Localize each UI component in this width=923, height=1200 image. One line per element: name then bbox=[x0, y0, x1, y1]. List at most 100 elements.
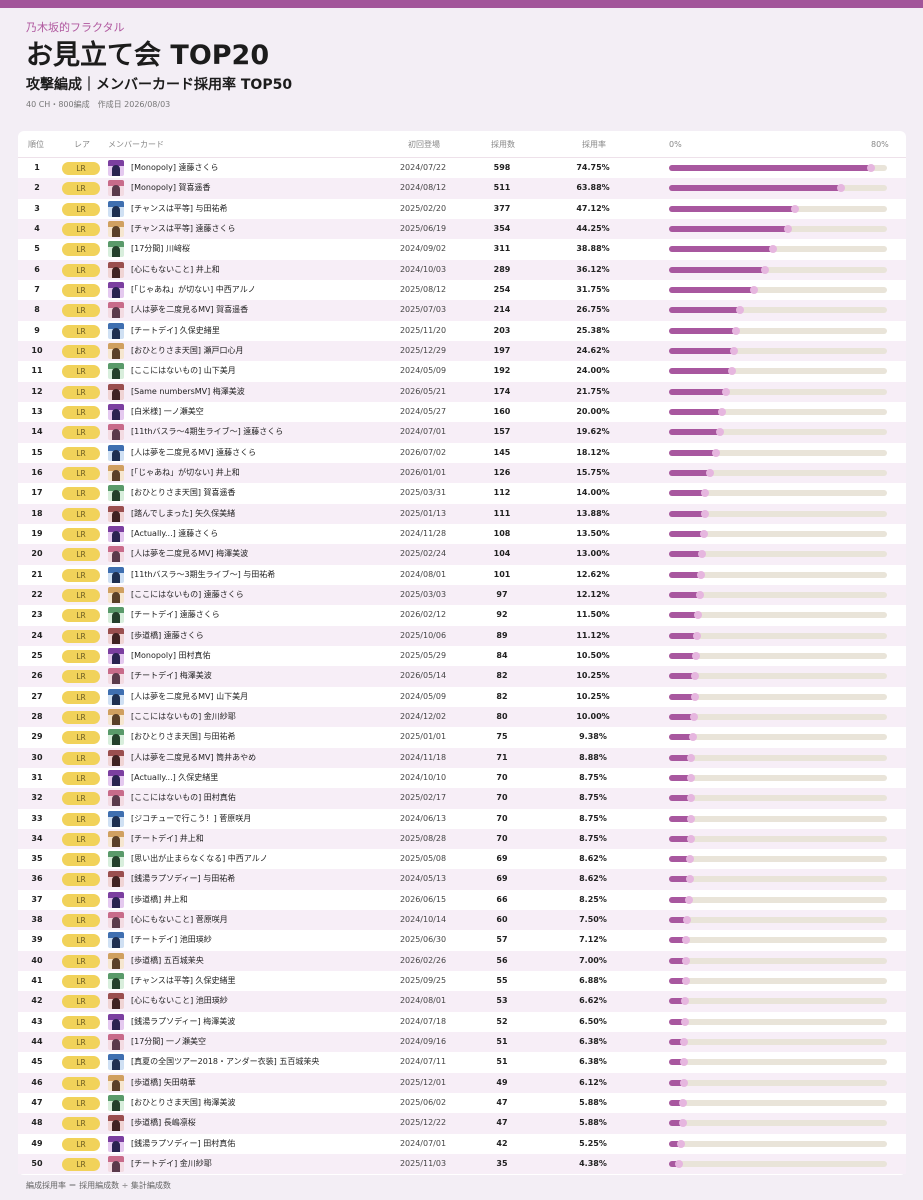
table-row[interactable]: 27 LR [人は夢を二度見るMV] 山下美月 2024/05/09 82 10.25% bbox=[18, 687, 906, 707]
table-row[interactable]: 13 LR [白米様] 一ノ瀬美空 2024/05/27 160 20.00% bbox=[18, 402, 906, 422]
card-name: [ここにはないもの] 田村真佑 bbox=[131, 793, 236, 803]
table-row[interactable]: 21 LR [11thバスラ～3期生ライブ～] 与田祐希 2024/08/01 101 1… bbox=[18, 565, 906, 585]
first-appearance-date: 2025/10/06 bbox=[399, 630, 447, 640]
table-row[interactable]: 1 LR [Monopoly] 遠藤さくら 2024/07/22 598 74.75% bbox=[18, 158, 906, 178]
first-appearance-date: 2025/12/22 bbox=[399, 1118, 447, 1128]
rate-bar-track bbox=[669, 407, 887, 416]
rate-bar-fill bbox=[669, 286, 756, 293]
table-row[interactable]: 23 LR [チートデイ] 遠藤さくら 2026/02/12 92 11.50% bbox=[18, 605, 906, 625]
table-row[interactable]: 16 LR [「じゃあね」が切ない] 井上和 2026/01/01 126 15.75% bbox=[18, 462, 906, 484]
rarity-badge: LR bbox=[62, 405, 100, 419]
card-name: [歩道橋] 長嶋凛桜 bbox=[131, 1118, 196, 1128]
table-row[interactable]: 3 LR [チャンスは平等] 与田祐希 2025/02/20 377 47.12% bbox=[18, 199, 906, 219]
rate-bar-track bbox=[669, 346, 887, 355]
rarity-badge: LR bbox=[62, 751, 100, 765]
table-row[interactable]: 35 LR [思い出が止まらなくなる] 中西アルノ 2025/05/08 69 8.62% bbox=[18, 849, 906, 869]
card-thumbnail bbox=[108, 566, 124, 583]
table-row[interactable]: 50 LR [チートデイ] 金川紗耶 2025/11/03 35 4.38% bbox=[18, 1154, 906, 1175]
table-row[interactable]: 42 LR [心にもないこと] 池田瑛紗 2024/08/01 53 6.62% bbox=[18, 991, 906, 1012]
table-row[interactable]: 24 LR [歩道橋] 遠藤さくら 2025/10/06 89 11.12% bbox=[18, 625, 906, 646]
table-row[interactable]: 19 LR [Actually...] 遠藤さくら 2024/11/28 108 13.5… bbox=[18, 524, 906, 544]
rank-cell: 19 bbox=[31, 528, 43, 538]
table-row[interactable]: 8 LR [人は夢を二度見るMV] 賀喜遥香 2025/07/03 214 26.75% bbox=[18, 300, 906, 321]
rate-bar-marker bbox=[866, 164, 875, 172]
adoption-count: 197 bbox=[493, 345, 511, 355]
table-row[interactable]: 44 LR [17分間] 一ノ瀬美空 2024/09/16 51 6.38% bbox=[18, 1032, 906, 1053]
table-row[interactable]: 17 LR [おひとりさま天国] 賀喜遥香 2025/03/31 112 14.00% bbox=[18, 483, 906, 503]
card-name: [心にもないこと] 井上和 bbox=[131, 264, 220, 274]
table-row[interactable]: 39 LR [チートデイ] 池田瑛紗 2025/06/30 57 7.12% bbox=[18, 930, 906, 950]
card-name: [チートデイ] 池田瑛紗 bbox=[131, 935, 212, 945]
table-row[interactable]: 26 LR [チートデイ] 梅澤美波 2026/05/14 82 10.25% bbox=[18, 666, 906, 687]
table-row[interactable]: 31 LR [Actually...] 久保史緒里 2024/10/10 70 8.75% bbox=[18, 768, 906, 788]
table-row[interactable]: 29 LR [おひとりさま天国] 与田祐希 2025/01/01 75 9.38% bbox=[18, 727, 906, 747]
table-row[interactable]: 25 LR [Monopoly] 田村真佑 2025/05/29 84 10.50% bbox=[18, 646, 906, 666]
table-row[interactable]: 40 LR [歩道橋] 五百城茉央 2026/02/26 56 7.00% bbox=[18, 950, 906, 972]
table-row[interactable]: 41 LR [チャンスは平等] 久保史緒里 2025/09/25 55 6.88% bbox=[18, 971, 906, 991]
rank-cell: 49 bbox=[31, 1138, 43, 1148]
rate-bar-track bbox=[669, 814, 887, 823]
table-row[interactable]: 14 LR [11thバスラ～4期生ライブ～] 遠藤さくら 2024/07/01 157… bbox=[18, 422, 906, 443]
card-name: [17分間] 一ノ瀬美空 bbox=[131, 1037, 206, 1047]
table-row[interactable]: 5 LR [17分間] 川﨑桜 2024/09/02 311 38.88% bbox=[18, 239, 906, 259]
rate-bar-track bbox=[669, 164, 887, 172]
table-row[interactable]: 6 LR [心にもないこと] 井上和 2024/10/03 289 36.12% bbox=[18, 259, 906, 280]
table-row[interactable]: 36 LR [銭湯ラプソディー] 与田祐希 2024/05/13 69 8.62% bbox=[18, 869, 906, 890]
table-row[interactable]: 46 LR [歩道橋] 矢田萌華 2025/12/01 49 6.12% bbox=[18, 1072, 906, 1094]
rate-bar-fill bbox=[669, 591, 703, 598]
rate-bar-marker bbox=[696, 590, 705, 599]
rate-bar-marker bbox=[680, 1038, 689, 1047]
card-name: [歩道橋] 五百城茉央 bbox=[131, 955, 204, 965]
card-thumbnail bbox=[108, 830, 124, 847]
table-row[interactable]: 7 LR [「じゃあね」が切ない] 中西アルノ 2025/08/12 254 31.75% bbox=[18, 280, 906, 300]
rarity-badge: LR bbox=[62, 1015, 100, 1029]
adoption-count: 192 bbox=[493, 366, 511, 376]
adoption-rate: 44.25% bbox=[576, 223, 610, 233]
table-row[interactable]: 2 LR [Monopoly] 賀喜遥香 2024/08/12 511 63.88% bbox=[18, 178, 906, 199]
rate-bar-track bbox=[669, 631, 887, 640]
first-appearance-date: 2024/05/13 bbox=[399, 874, 447, 884]
table-row[interactable]: 4 LR [チャンスは平等] 遠藤さくら 2025/06/19 354 44.25% bbox=[18, 218, 906, 240]
card-name: [17分間] 川﨑桜 bbox=[131, 244, 190, 254]
card-thumbnail bbox=[108, 912, 124, 929]
rate-bar-marker bbox=[761, 265, 770, 274]
rarity-badge: LR bbox=[62, 853, 100, 867]
card-thumbnail bbox=[108, 1074, 124, 1091]
rarity-badge: LR bbox=[62, 263, 100, 277]
table-row[interactable]: 12 LR [Same numbersMV] 梅澤美波 2026/05/21 174 21… bbox=[18, 381, 906, 402]
table-row[interactable]: 9 LR [チートデイ] 久保史緒里 2025/11/20 203 25.38% bbox=[18, 321, 906, 341]
rate-bar-fill bbox=[669, 368, 735, 375]
table-row[interactable]: 11 LR [ここにはないもの] 山下美月 2024/05/09 192 24.00% bbox=[18, 361, 906, 381]
card-thumbnail bbox=[108, 973, 124, 990]
table-row[interactable]: 10 LR [おひとりさま天国] 瀬戸口心月 2025/12/29 197 24.62% bbox=[18, 340, 906, 362]
table-row[interactable]: 49 LR [銭湯ラプソディー] 田村真佑 2024/07/01 42 5.25% bbox=[18, 1134, 906, 1154]
first-appearance-date: 2025/02/17 bbox=[399, 793, 447, 803]
table-row[interactable]: 37 LR [歩道橋] 井上和 2026/06/15 66 8.25% bbox=[18, 890, 906, 910]
rank-cell: 50 bbox=[31, 1159, 43, 1169]
adoption-count: 104 bbox=[493, 549, 511, 559]
table-row[interactable]: 15 LR [人は夢を二度見るMV] 遠藤さくら 2026/07/02 145 18.12… bbox=[18, 443, 906, 463]
table-row[interactable]: 32 LR [ここにはないもの] 田村真佑 2025/02/17 70 8.75% bbox=[18, 788, 906, 809]
rate-bar-marker bbox=[722, 387, 731, 396]
table-row[interactable]: 43 LR [銭湯ラプソディー] 梅澤美波 2024/07/18 52 6.50% bbox=[18, 1012, 906, 1032]
table-row[interactable]: 20 LR [人は夢を二度見るMV] 梅澤美波 2025/02/24 104 13.00% bbox=[18, 544, 906, 565]
table-row[interactable]: 28 LR [ここにはないもの] 金川紗耶 2024/12/02 80 10.00% bbox=[18, 706, 906, 728]
table-row[interactable]: 48 LR [歩道橋] 長嶋凛桜 2025/12/22 47 5.88% bbox=[18, 1113, 906, 1134]
table-row[interactable]: 45 LR [真夏の全国ツアー2018・アンダー衣装] 五百城茉央 2024/07/1… bbox=[18, 1052, 906, 1072]
table-row[interactable]: 30 LR [人は夢を二度見るMV] 筒井あやめ 2024/11/18 71 8.88% bbox=[18, 747, 906, 768]
table-row[interactable]: 47 LR [おひとりさま天国] 梅澤美波 2025/06/02 47 5.88% bbox=[18, 1093, 906, 1113]
card-thumbnail bbox=[108, 932, 124, 949]
adoption-rate: 63.88% bbox=[576, 183, 610, 193]
table-row[interactable]: 18 LR [踏んでしまった] 矢久保美緒 2025/01/13 111 13.88% bbox=[18, 503, 906, 524]
first-appearance-date: 2025/06/30 bbox=[399, 935, 447, 945]
rate-bar-marker bbox=[716, 428, 725, 437]
rarity-badge: LR bbox=[62, 568, 100, 582]
rate-bar-fill bbox=[669, 937, 689, 944]
table-row[interactable]: 38 LR [心にもないこと] 菅原咲月 2024/10/14 60 7.50% bbox=[18, 910, 906, 931]
rank-cell: 15 bbox=[31, 447, 43, 457]
table-row[interactable]: 22 LR [ここにはないもの] 遠藤さくら 2025/03/03 97 12.12% bbox=[18, 584, 906, 606]
table-row[interactable]: 34 LR [チートデイ] 井上和 2025/08/28 70 8.75% bbox=[18, 828, 906, 850]
table-row[interactable]: 33 LR [ジコチューで行こう！] 菅原咲月 2024/06/13 70 8.75% bbox=[18, 809, 906, 829]
rarity-badge: LR bbox=[62, 1097, 100, 1111]
rank-cell: 39 bbox=[31, 935, 43, 945]
